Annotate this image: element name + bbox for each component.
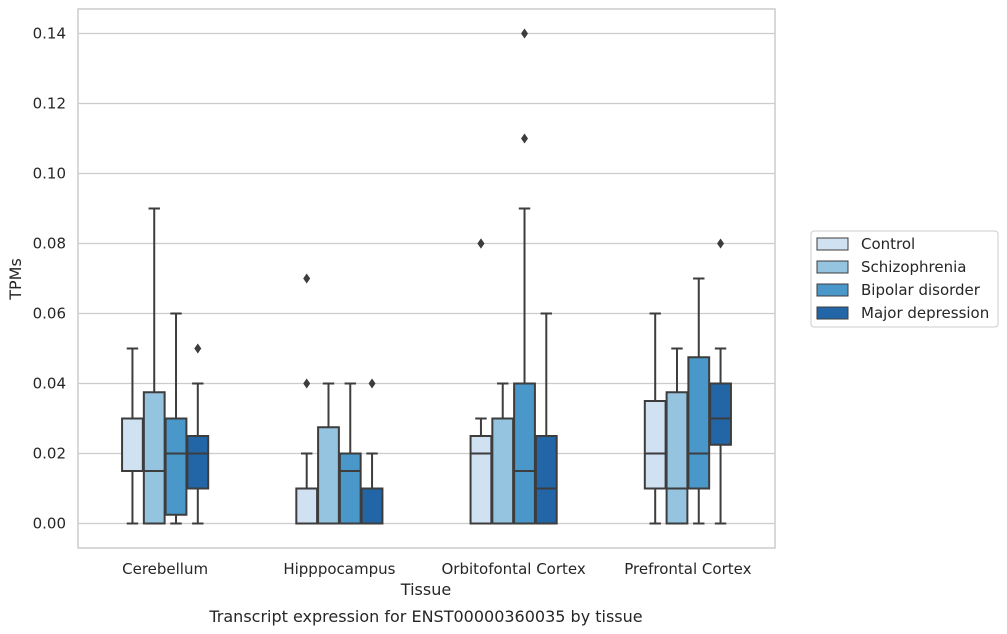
y-tick-label: 0.14 <box>33 25 66 43</box>
legend-label: Schizophrenia <box>861 258 966 276</box>
y-tick-labels: 0.00 0.02 0.04 0.06 0.08 0.10 0.12 0.14 <box>33 25 66 533</box>
box <box>295 487 319 525</box>
y-tick-label: 0.00 <box>33 515 66 533</box>
x-axis-label: Tissue <box>400 580 451 599</box>
outlier-point <box>194 343 202 354</box>
x-tick-label: Hipppocampus <box>283 560 395 578</box>
box <box>513 382 536 525</box>
x-tick-labels: Cerebellum Hipppocampus Orbitofontal Corte… <box>122 560 751 578</box>
box <box>687 356 711 490</box>
legend-swatch <box>816 237 849 251</box>
box <box>534 435 558 525</box>
x-tick-label: Cerebellum <box>122 560 208 578</box>
box-plot <box>186 343 210 525</box>
y-tick-label: 0.06 <box>33 305 66 323</box>
plot-frame <box>77 8 776 549</box>
box <box>186 435 210 490</box>
legend-swatch <box>816 283 849 297</box>
outlier-point <box>477 238 485 249</box>
legend-swatch <box>816 260 849 274</box>
box-plot <box>164 312 188 525</box>
box-groups <box>121 28 732 525</box>
box-plot <box>534 312 558 525</box>
box <box>709 382 732 446</box>
box <box>142 391 166 525</box>
outlier-point <box>303 273 311 284</box>
legend-frame <box>810 230 999 328</box>
box <box>121 417 144 472</box>
outlier-point <box>521 28 529 39</box>
box <box>643 400 667 490</box>
legend-label: Bipolar disorder <box>861 281 981 299</box>
y-tick-label: 0.02 <box>33 445 66 463</box>
box <box>317 426 340 525</box>
box-plot <box>295 273 319 525</box>
outlier-point <box>521 133 529 144</box>
legend-swatch <box>816 306 849 320</box>
legend-label: Control <box>861 235 915 253</box>
y-tick-label: 0.10 <box>33 165 66 183</box>
box-plot <box>360 378 384 525</box>
outlier-point <box>717 238 725 249</box>
y-tick-label: 0.08 <box>33 235 66 253</box>
box <box>338 452 362 525</box>
box <box>469 435 493 525</box>
box-plot <box>121 347 144 525</box>
legend: Control Schizophrenia Bipolar disorder Majo… <box>810 230 999 328</box>
x-tick-label: Orbitofontal Cortex <box>442 560 586 578</box>
box-plot <box>709 238 732 525</box>
box <box>164 417 188 516</box>
legend-label: Major depression <box>861 304 989 322</box>
box <box>360 487 384 525</box>
y-axis-label: TPMs <box>6 258 25 301</box>
figure-caption: Transcript expression for ENST0000036003… <box>208 607 642 626</box>
outlier-point <box>368 378 376 389</box>
y-tick-label: 0.12 <box>33 95 66 113</box>
box <box>491 417 515 525</box>
x-tick-label: Prefrontal Cortex <box>624 560 751 578</box>
outlier-point <box>303 378 311 389</box>
box <box>665 391 689 525</box>
box-plot <box>643 312 667 525</box>
y-tick-label: 0.04 <box>33 375 66 393</box>
